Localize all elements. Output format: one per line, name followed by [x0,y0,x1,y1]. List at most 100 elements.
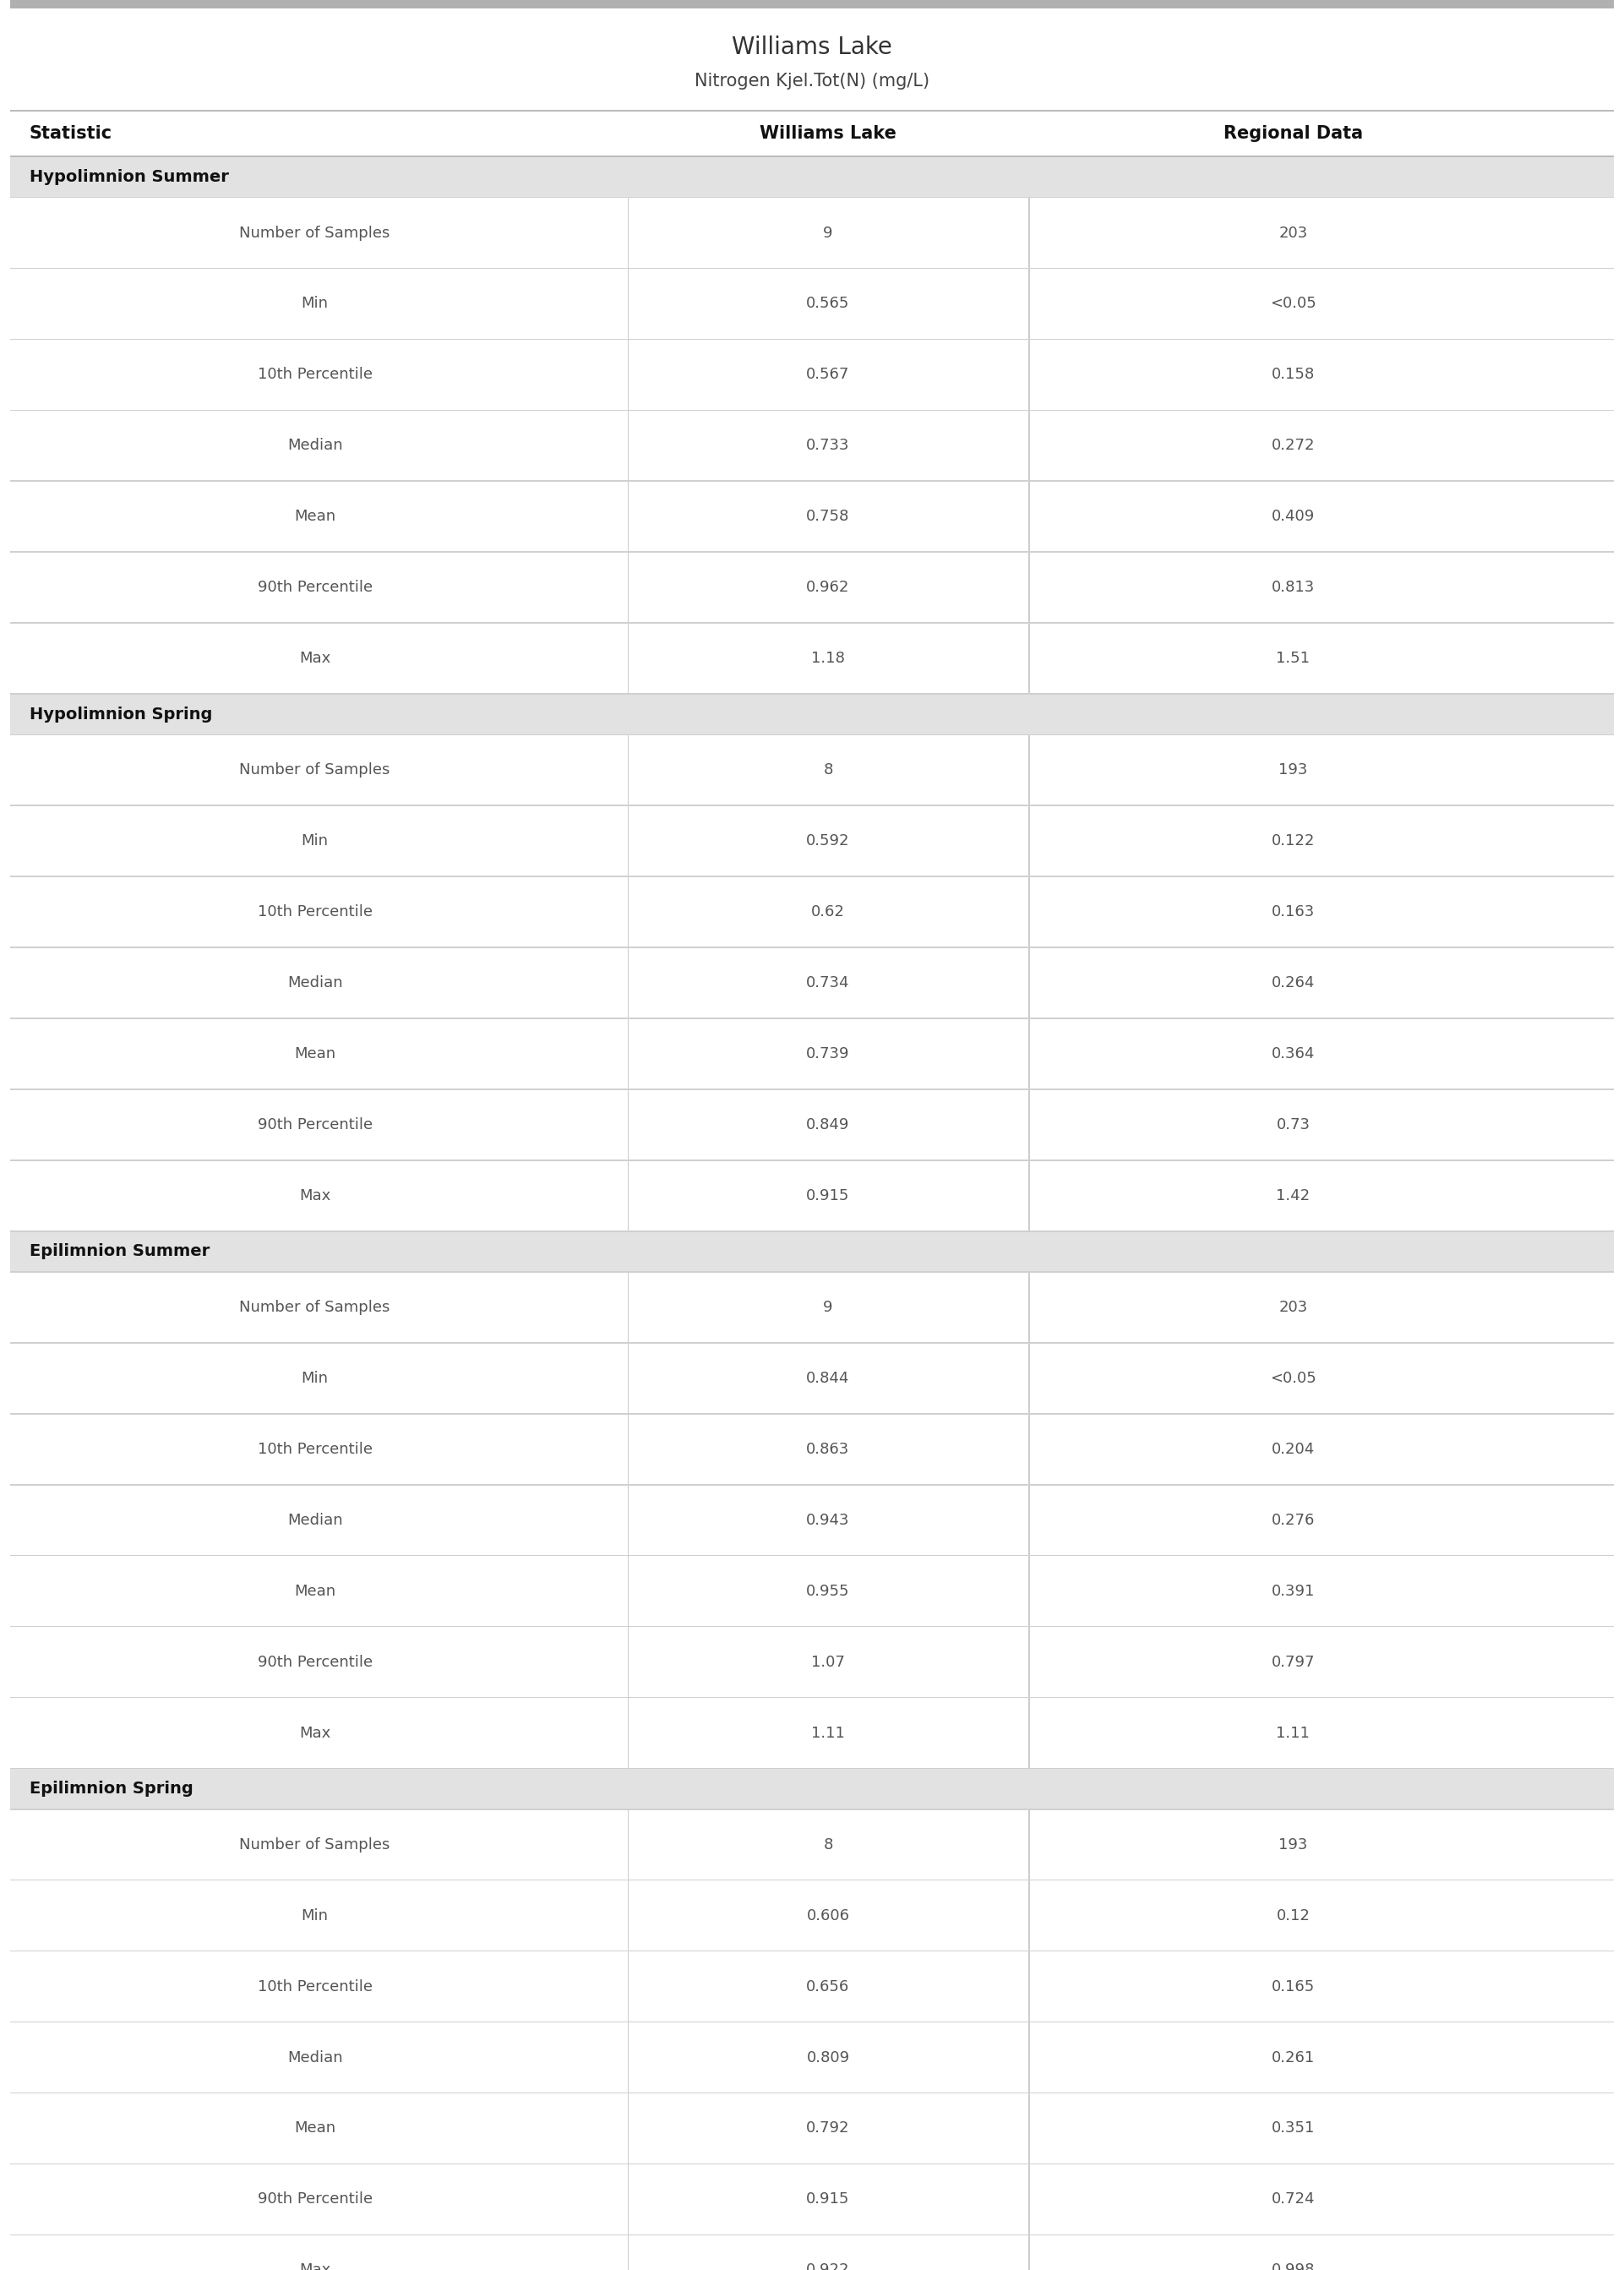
Text: 0.165: 0.165 [1272,1979,1315,1993]
Text: Min: Min [302,1909,328,1923]
Bar [10,1273,1614,1342]
Bar [10,1557,1614,1625]
Text: 203: 203 [1278,225,1307,241]
Bar [10,1160,1614,1230]
Text: 0.73: 0.73 [1276,1117,1311,1133]
Text: Mean: Mean [294,1046,336,1062]
Bar [10,2166,1614,2234]
Text: Williams Lake: Williams Lake [732,34,892,59]
Text: Statistic: Statistic [29,125,112,143]
Text: 0.656: 0.656 [807,1979,849,1993]
Text: 1.11: 1.11 [1276,1725,1311,1741]
Text: <0.05: <0.05 [1270,295,1315,311]
Text: Min: Min [302,833,328,849]
Bar [10,806,1614,876]
Text: 0.962: 0.962 [807,579,849,595]
Text: 0.943: 0.943 [806,1512,849,1528]
Text: 0.922: 0.922 [806,2263,849,2270]
Bar [10,1344,1614,1414]
Text: 0.813: 0.813 [1272,579,1315,595]
Text: 0.998: 0.998 [1272,2263,1315,2270]
Bar [10,624,1614,692]
Text: 0.565: 0.565 [807,295,849,311]
Text: 0.272: 0.272 [1272,438,1315,454]
Text: 1.42: 1.42 [1276,1187,1311,1203]
Text: 0.792: 0.792 [806,2120,849,2136]
Text: 8: 8 [823,1836,833,1852]
Text: 0.264: 0.264 [1272,976,1315,990]
Text: Williams Lake: Williams Lake [760,125,896,143]
Text: 0.122: 0.122 [1272,833,1315,849]
Text: Number of Samples: Number of Samples [239,1301,390,1314]
Text: 0.809: 0.809 [807,2050,849,2066]
Bar [10,340,1614,409]
Text: 0.592: 0.592 [806,833,849,849]
Bar [10,157,1614,197]
Bar [10,268,1614,338]
Bar [10,1485,1614,1555]
Text: 0.158: 0.158 [1272,368,1315,381]
Bar [10,411,1614,481]
Text: 0.797: 0.797 [1272,1655,1315,1671]
Text: 203: 203 [1278,1301,1307,1314]
Text: 0.276: 0.276 [1272,1512,1315,1528]
Text: Max: Max [299,1725,331,1741]
Bar [10,2093,1614,2163]
Text: Median: Median [287,1512,343,1528]
Text: 10th Percentile: 10th Percentile [257,1979,372,1993]
Text: 193: 193 [1278,763,1307,779]
Bar [10,876,1614,947]
Text: 0.364: 0.364 [1272,1046,1315,1062]
Text: 0.915: 0.915 [807,2193,849,2206]
Text: 1.51: 1.51 [1276,651,1311,665]
Text: Hypolimnion Spring: Hypolimnion Spring [29,706,213,722]
Text: Min: Min [302,295,328,311]
Bar [10,1019,1614,1090]
Text: 90th Percentile: 90th Percentile [257,579,372,595]
Bar [10,1809,1614,1880]
Bar [10,0,1614,9]
Text: 8: 8 [823,763,833,779]
Text: 9: 9 [823,1301,833,1314]
Text: Epilimnion Spring: Epilimnion Spring [29,1780,193,1798]
Text: 0.915: 0.915 [807,1187,849,1203]
Text: 10th Percentile: 10th Percentile [257,1441,372,1457]
Bar [10,1698,1614,1768]
Bar [10,1768,1614,1809]
Text: 0.955: 0.955 [806,1584,849,1598]
Bar [10,1952,1614,2020]
Text: 10th Percentile: 10th Percentile [257,368,372,381]
Text: Max: Max [299,2263,331,2270]
Bar [10,197,1614,268]
Text: 0.734: 0.734 [806,976,849,990]
Bar [10,552,1614,622]
Bar [10,1628,1614,1698]
Bar [10,2023,1614,2093]
Text: 1.18: 1.18 [812,651,844,665]
Text: Mean: Mean [294,1584,336,1598]
Bar [10,9,1614,109]
Text: Median: Median [287,976,343,990]
Text: 193: 193 [1278,1836,1307,1852]
Text: 0.863: 0.863 [807,1441,849,1457]
Text: 0.261: 0.261 [1272,2050,1315,2066]
Bar [10,1414,1614,1485]
Text: 0.733: 0.733 [806,438,849,454]
Text: 90th Percentile: 90th Percentile [257,1655,372,1671]
Text: Regional Data: Regional Data [1223,125,1363,143]
Text: 0.409: 0.409 [1272,508,1315,524]
Bar [10,1090,1614,1160]
Text: Median: Median [287,2050,343,2066]
Text: 0.844: 0.844 [807,1371,849,1387]
Text: 0.204: 0.204 [1272,1441,1315,1457]
Text: 90th Percentile: 90th Percentile [257,2193,372,2206]
Text: 9: 9 [823,225,833,241]
Text: 0.351: 0.351 [1272,2120,1315,2136]
Bar [10,111,1614,157]
Bar [10,1233,1614,1271]
Text: Hypolimnion Summer: Hypolimnion Summer [29,168,229,186]
Text: 0.567: 0.567 [807,368,849,381]
Bar [10,949,1614,1017]
Text: 10th Percentile: 10th Percentile [257,903,372,919]
Text: 0.606: 0.606 [807,1909,849,1923]
